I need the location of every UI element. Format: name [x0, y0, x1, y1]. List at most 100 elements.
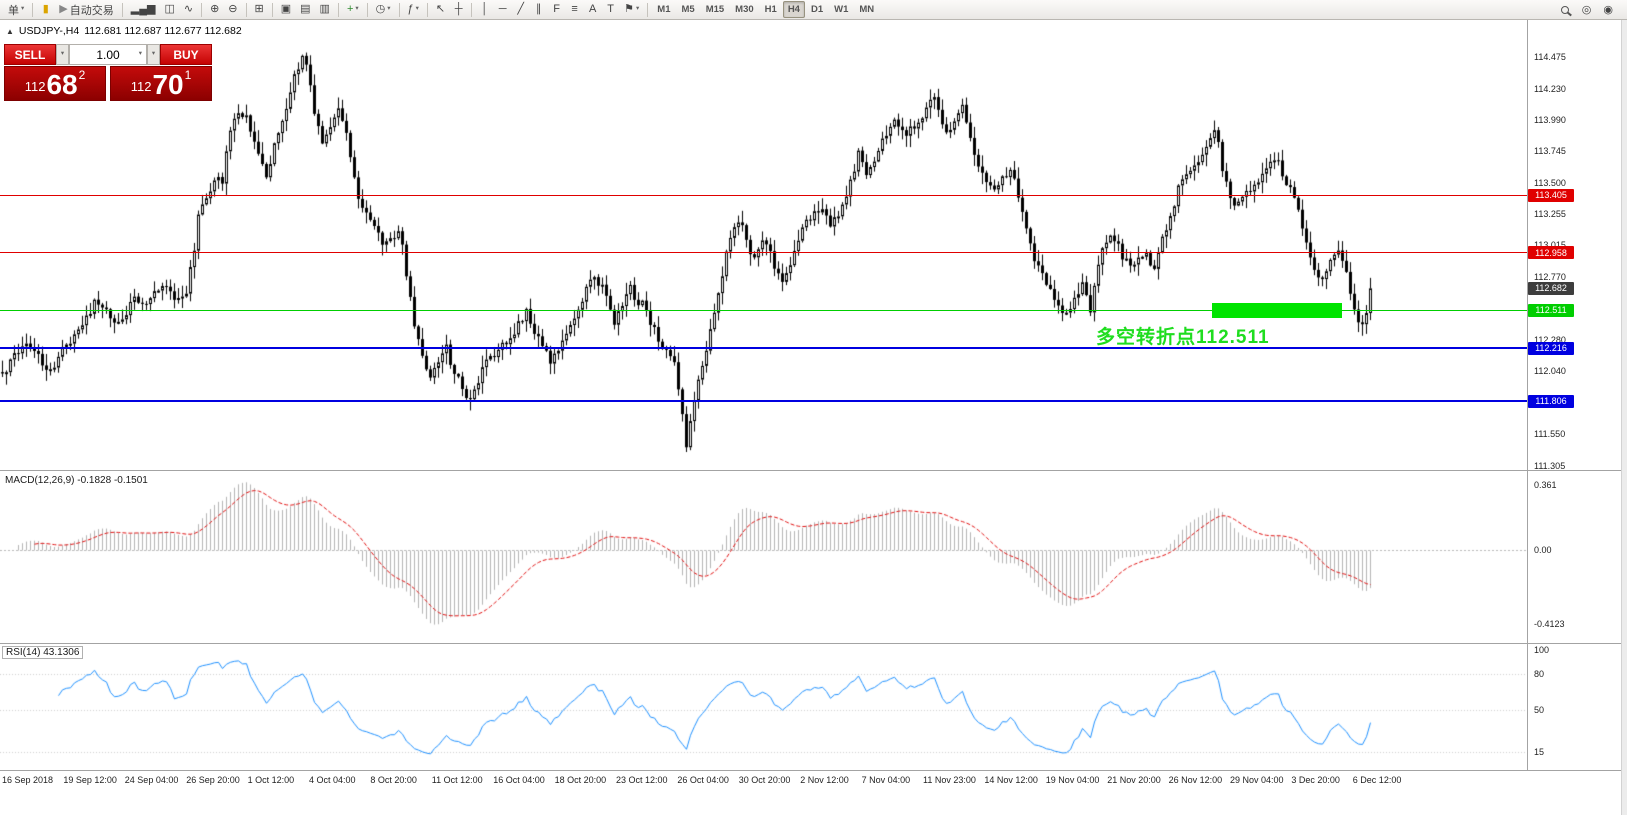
price-line-badge: 113.405 — [1528, 188, 1574, 202]
zoom-in-icon: ⊕ — [210, 3, 220, 15]
price-line-badge: 112.958 — [1528, 246, 1574, 260]
volume-value: 1.00 — [96, 47, 120, 62]
vertical-scrollbar[interactable] — [1621, 20, 1627, 815]
sell-options-caret-icon[interactable]: ▾ — [56, 44, 69, 65]
order-menu-button[interactable]: 单 ▾ — [4, 1, 28, 18]
price-tick-label: 113.015 — [1534, 240, 1566, 250]
chevron-down-icon: ▾ — [636, 5, 640, 13]
period-clock-icon[interactable]: ◷ ▾ — [372, 1, 395, 18]
horizontal-line-object[interactable] — [0, 252, 1527, 254]
price-tick-label: 112.280 — [1534, 335, 1566, 346]
sell-price-int: 112 — [24, 79, 46, 94]
pivot-annotation-text[interactable]: 多空转折点112.511 — [1096, 327, 1270, 348]
horizontal-line-object[interactable] — [0, 194, 1527, 196]
volume-caret-icon[interactable]: ▾ — [138, 50, 142, 58]
indicators-icon: ƒ — [407, 3, 414, 15]
time-axis-label: 30 Oct 20:00 — [738, 775, 791, 785]
tf-w1[interactable]: W1 — [829, 1, 853, 18]
fibonacci-icon[interactable]: F — [548, 1, 565, 18]
toolbar-separator — [245, 2, 247, 17]
horizontal-line-object[interactable] — [0, 347, 1527, 350]
tf-h4[interactable]: H4 — [782, 1, 805, 18]
trendline-icon[interactable]: ╱ — [512, 1, 529, 18]
price-tick-label: 112.040 — [1534, 366, 1566, 377]
tf-m30[interactable]: M30 — [730, 1, 758, 18]
tile-windows-icon[interactable]: ⊞ — [251, 1, 268, 18]
status-circle-icon[interactable]: ◎ — [1581, 4, 1592, 16]
macd-indicator-label: MACD(12,26,9) -0.1828 -0.1501 — [5, 475, 148, 486]
one-click-trading-panel: SELL ▾ 1.00 ▾ ▾ BUY 112 68 2 112 70 1 — [4, 44, 212, 101]
time-axis-label: 19 Sep 12:00 — [63, 775, 117, 785]
window-tile-v-icon: ▥ — [319, 3, 330, 15]
buy-options-caret-icon[interactable]: ▾ — [147, 44, 160, 65]
new-chart-icon[interactable]: + ▾ — [343, 1, 363, 18]
window-tile-v-icon[interactable]: ▥ — [316, 1, 334, 18]
time-axis-label: 11 Nov 23:00 — [923, 775, 976, 785]
sell-price-button[interactable]: 112 68 2 — [4, 66, 106, 101]
tf-m1[interactable]: M1 — [652, 1, 675, 18]
time-axis-label: 16 Oct 04:00 — [493, 775, 545, 785]
line-chart-icon[interactable]: ∿ — [180, 1, 197, 18]
chart-canvas[interactable] — [0, 0, 1527, 815]
zoom-out-icon[interactable]: ⊖ — [224, 1, 241, 18]
window-tile-h-icon[interactable]: ▤ — [296, 1, 314, 18]
arrows-icon[interactable]: ⚑ ▾ — [620, 1, 643, 18]
time-axis[interactable]: 16 Sep 2018 19 Sep 12:00 24 Sep 04:00 26 Se… — [0, 771, 1627, 790]
tick-direction-icon: ▲ — [6, 26, 14, 36]
tf-h1[interactable]: H1 — [760, 1, 782, 18]
rsi-axis-label: 100 — [1534, 645, 1550, 655]
crosshair-icon[interactable]: ┼ — [450, 1, 467, 18]
tf-mn[interactable]: MN — [854, 1, 879, 18]
tile-windows-icon: ⊞ — [254, 3, 264, 15]
sell-price-point: 2 — [78, 68, 86, 82]
main-macd-separator[interactable] — [0, 470, 1627, 471]
macd-axis-label: -0.4123 — [1534, 619, 1565, 630]
search-icon[interactable] — [1557, 1, 1574, 18]
window-cascade-icon[interactable]: ▣ — [277, 1, 295, 18]
tf-d1[interactable]: D1 — [806, 1, 828, 18]
time-axis-label: 19 Nov 04:00 — [1045, 775, 1100, 785]
sell-price-pips: 68 — [46, 69, 78, 100]
sell-button[interactable]: SELL — [4, 44, 56, 65]
buy-button[interactable]: BUY — [160, 44, 212, 65]
text-icon[interactable]: A — [584, 1, 601, 18]
toolbar-separator — [471, 2, 473, 17]
objects-list-icon: ≡ — [571, 3, 578, 15]
time-axis-label: 23 Oct 12:00 — [616, 775, 668, 785]
toolbar-separator — [201, 2, 203, 17]
profile-circle-icon[interactable]: ◉ — [1603, 4, 1613, 16]
buy-price-point: 1 — [184, 68, 192, 82]
trendline-icon: ╱ — [517, 3, 524, 15]
highlight-zone-object[interactable] — [1212, 303, 1342, 318]
candlestick-chart-icon[interactable]: ◫ — [160, 1, 178, 18]
tf-m15[interactable]: M15 — [701, 1, 729, 18]
zoom-in-icon[interactable]: ⊕ — [206, 1, 223, 18]
buy-price-button[interactable]: 112 70 1 — [110, 66, 212, 101]
new-order-icon[interactable]: ▮ — [37, 1, 54, 18]
text-label-icon[interactable]: T — [602, 1, 619, 18]
window-tile-h-icon: ▤ — [300, 3, 311, 15]
vertical-line-icon[interactable]: │ — [476, 1, 493, 18]
rsi-indicator-label: RSI(14) 43.1306 — [2, 646, 84, 659]
tf-m5[interactable]: M5 — [676, 1, 699, 18]
text-icon: A — [588, 3, 597, 15]
price-axis[interactable]: 114.475 114.230 113.990 113.745 113.500 113.2… — [1528, 20, 1621, 770]
equidistant-channel-icon[interactable]: ∥ — [530, 1, 547, 18]
horizontal-line-object[interactable] — [0, 400, 1527, 403]
time-axis-label: 1 Oct 12:00 — [247, 775, 295, 785]
indicators-icon[interactable]: ƒ ▾ — [404, 1, 423, 18]
bar-chart-icon[interactable]: ▂▄▆ — [127, 1, 160, 18]
macd-rsi-separator[interactable] — [0, 643, 1627, 644]
tf-mn-label: MN — [859, 4, 875, 15]
cursor-icon: ↖ — [435, 3, 446, 15]
horizontal-line-object[interactable] — [0, 309, 1527, 311]
rsi-axis-label: 50 — [1534, 705, 1545, 715]
objects-list-icon[interactable]: ≡ — [566, 1, 583, 18]
cursor-icon[interactable]: ↖ — [432, 1, 449, 18]
horizontal-line-icon[interactable]: ─ — [494, 1, 511, 18]
time-axis-label: 11 Oct 12:00 — [431, 775, 483, 785]
price-axis-separator — [1527, 20, 1528, 770]
autotrading-button[interactable]: ▶ 自动交易 — [55, 1, 117, 18]
volume-input[interactable]: 1.00 ▾ — [69, 44, 147, 65]
chart-header: ▲ USDJPY-,H4 112.681 112.687 112.677 112… — [6, 25, 242, 37]
